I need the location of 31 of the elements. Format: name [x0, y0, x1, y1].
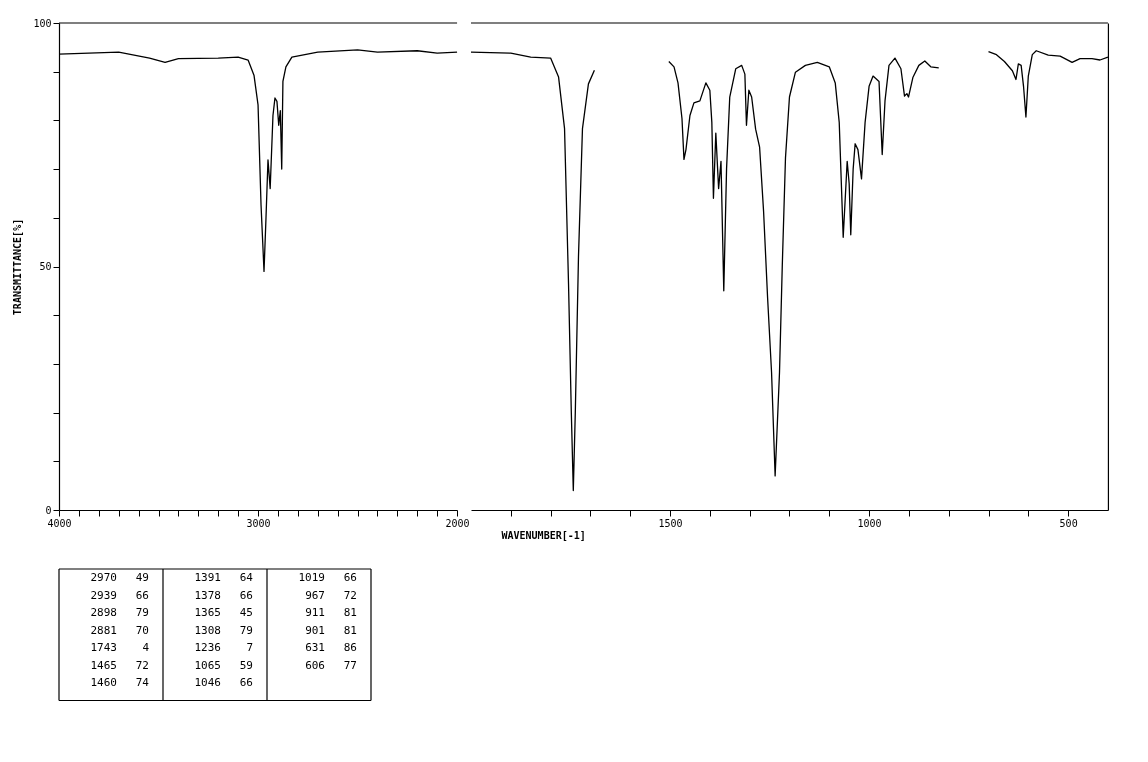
- text: 2898 79: [90, 606, 149, 619]
- text: 911 81: [305, 606, 357, 619]
- text: 1743 4: [90, 641, 149, 654]
- y-tick-label: 0: [45, 504, 52, 516]
- y-tick-label: 100: [33, 17, 52, 29]
- text: 1391 64: [194, 571, 253, 584]
- x-tick-label: 3000: [246, 517, 271, 529]
- text: 1046 66: [194, 676, 253, 689]
- y-axis-title: TRANSMITTANCE[%]: [12, 218, 24, 316]
- x-tick-label: 500: [1059, 517, 1078, 529]
- x-axis-title: WAVENUMBER[-1]: [501, 529, 586, 541]
- text: 2970 49: [90, 571, 149, 584]
- text: 967 72: [305, 588, 357, 602]
- text: 901 81: [305, 623, 357, 637]
- x-tick-label: 1500: [658, 517, 683, 529]
- x-tick-label: 4000: [47, 517, 72, 529]
- text: 606 77: [305, 658, 357, 672]
- text: 1236 7: [194, 641, 253, 654]
- x-tick-label: 1000: [857, 517, 882, 529]
- text: 2881 70: [90, 623, 149, 637]
- y-tick-label: 50: [39, 261, 52, 272]
- text: 1308 79: [194, 623, 253, 637]
- text: 2939 66: [90, 588, 149, 602]
- text: 1065 59: [194, 658, 253, 672]
- text: 1378 66: [194, 588, 253, 602]
- text: 1019 66: [298, 571, 357, 584]
- x-tick-label: 2000: [445, 517, 470, 529]
- text: 1460 74: [90, 676, 149, 689]
- text: 1365 45: [194, 606, 253, 619]
- text: 1465 72: [90, 658, 149, 672]
- text: 631 86: [305, 641, 357, 654]
